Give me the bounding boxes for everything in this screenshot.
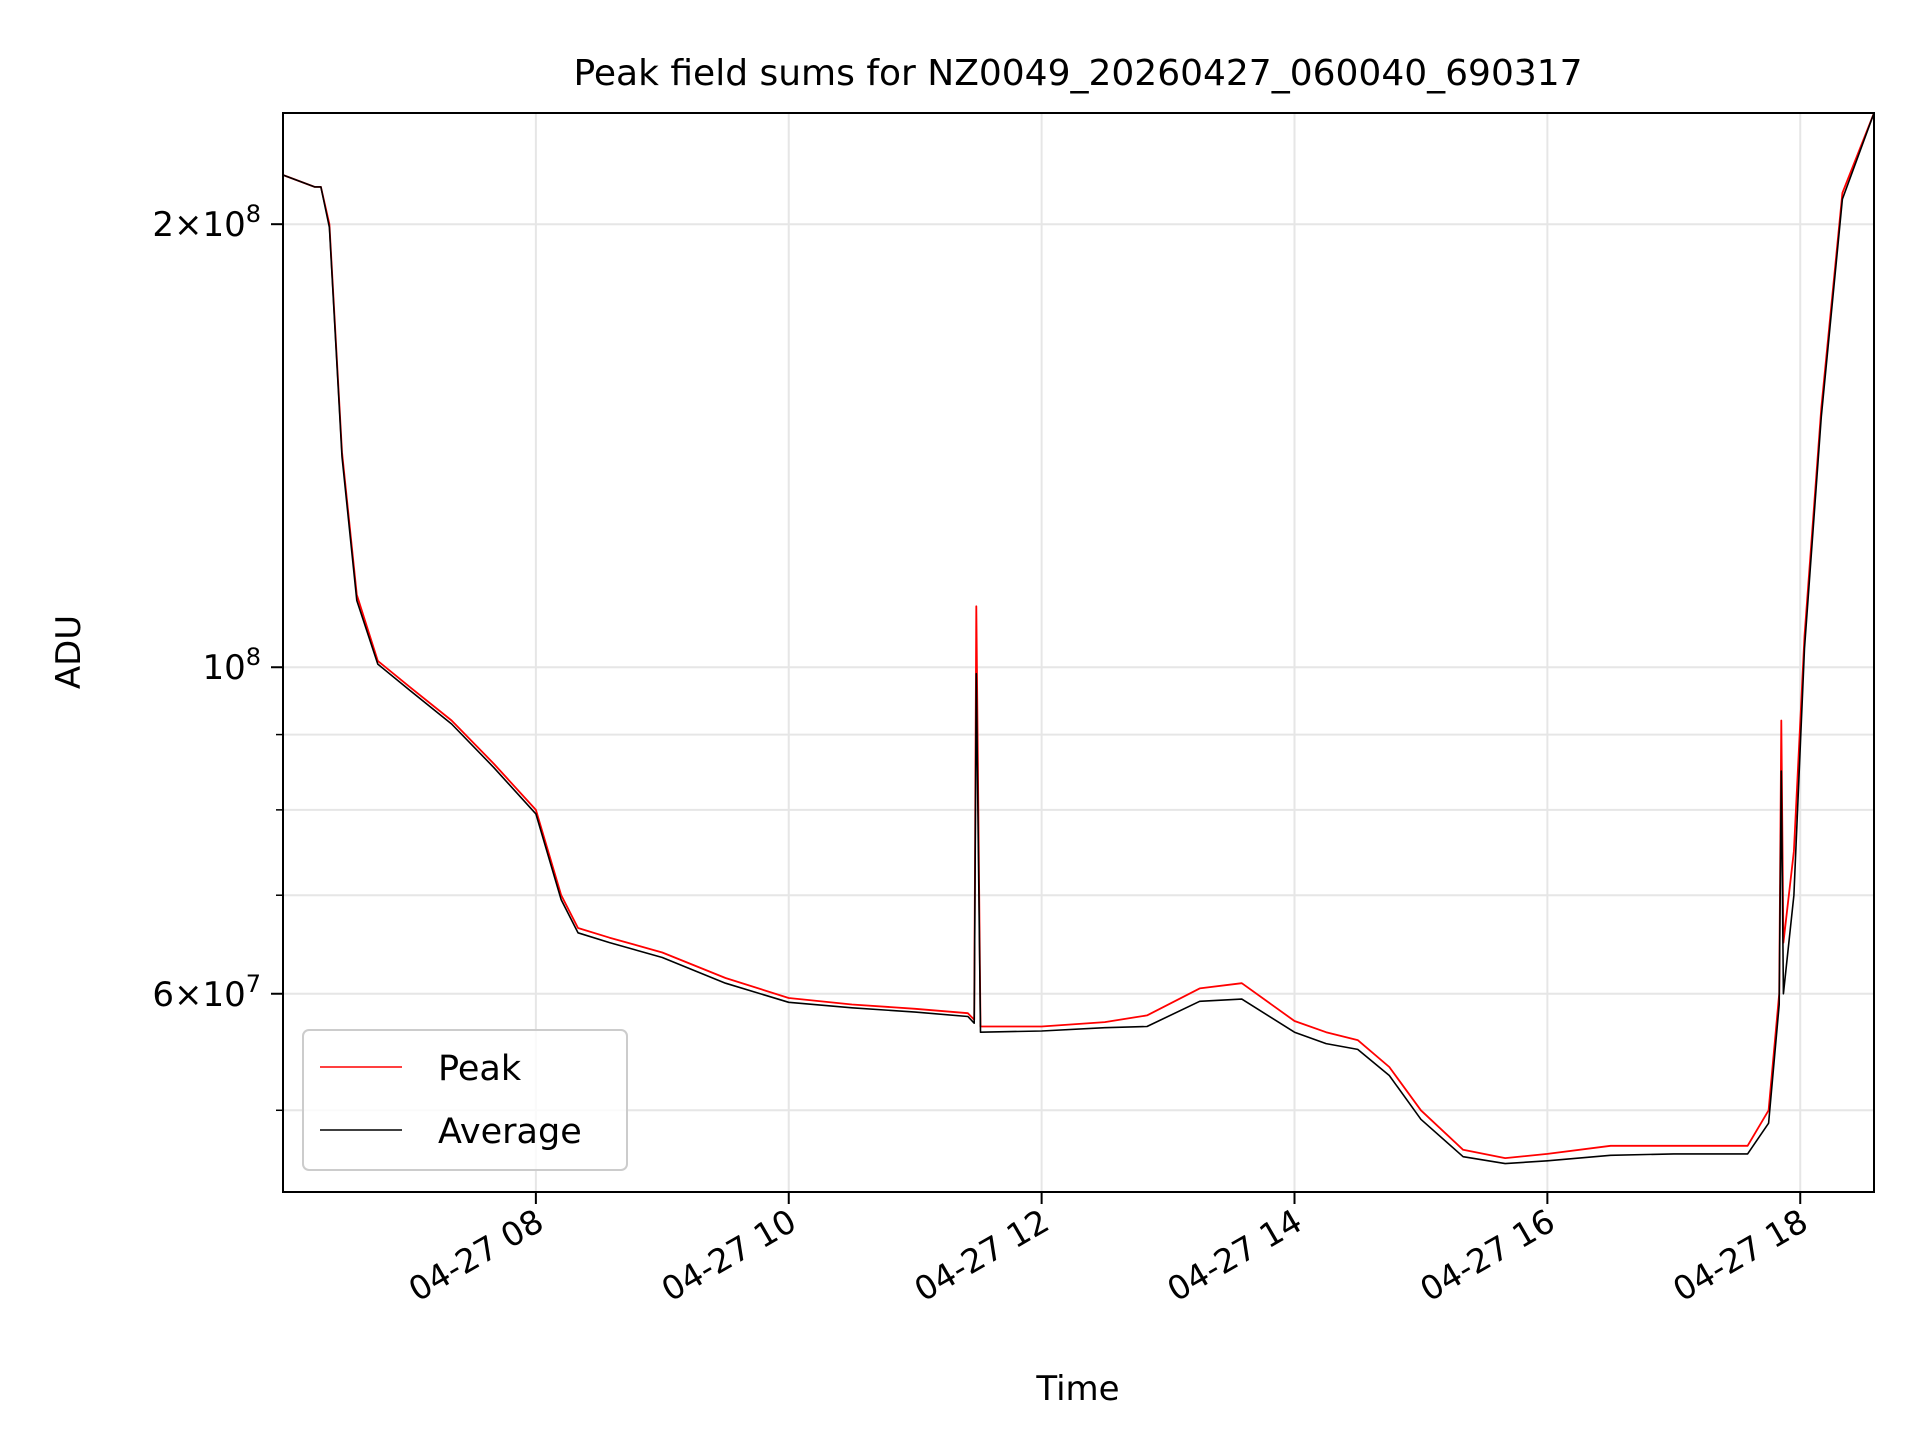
y-axis-label: ADU <box>49 615 89 689</box>
legend: Peak Average <box>302 1029 628 1171</box>
plot-frame <box>282 112 1875 1193</box>
y-axis: 2×108 108 6×107 <box>152 200 283 1112</box>
series-line-average <box>283 113 1874 1165</box>
legend-box <box>302 1029 628 1171</box>
chart-title: Peak field sums for NZ0049_20260427_0600… <box>573 53 1582 94</box>
y-tick-label: 6×107 <box>152 970 261 1015</box>
grid <box>283 113 1874 1192</box>
series-layer <box>283 113 1874 1165</box>
y-tick-label: 108 <box>202 643 261 688</box>
y-tick-label: 2×108 <box>152 200 261 245</box>
plot-area <box>283 113 1874 1165</box>
legend-label-average: Average <box>438 1112 582 1152</box>
x-axis-label: Time <box>1035 1369 1119 1409</box>
legend-label-peak: Peak <box>438 1049 522 1089</box>
series-line-peak <box>283 113 1874 1159</box>
